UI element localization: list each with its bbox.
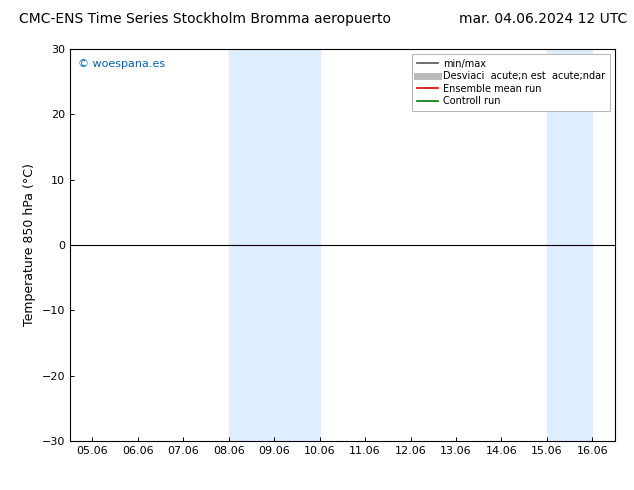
Y-axis label: Temperature 850 hPa (°C): Temperature 850 hPa (°C) [23, 164, 36, 326]
Text: CMC-ENS Time Series Stockholm Bromma aeropuerto: CMC-ENS Time Series Stockholm Bromma aer… [19, 12, 391, 26]
Legend: min/max, Desviaci  acute;n est  acute;ndar, Ensemble mean run, Controll run: min/max, Desviaci acute;n est acute;ndar… [412, 54, 610, 111]
Bar [547, 49, 592, 441]
Text: © woespana.es: © woespana.es [78, 59, 165, 69]
Bar [229, 49, 320, 441]
Text: mar. 04.06.2024 12 UTC: mar. 04.06.2024 12 UTC [460, 12, 628, 26]
